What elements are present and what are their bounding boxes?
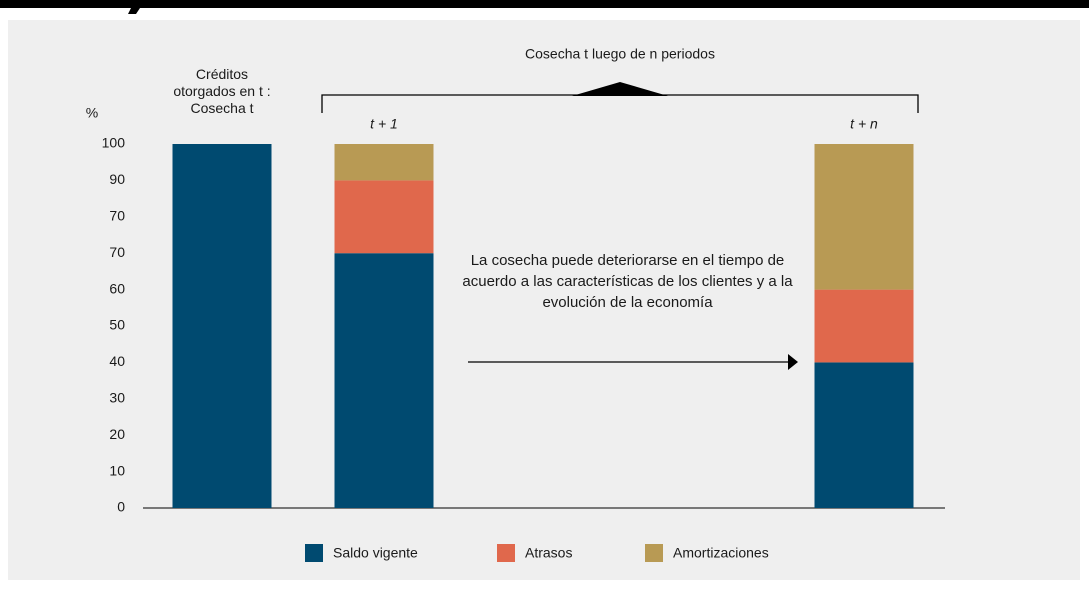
top-band bbox=[0, 0, 1089, 14]
legend-swatch bbox=[645, 544, 663, 562]
y-tick-label: 0 bbox=[117, 499, 125, 515]
annotation: La cosecha puede deteriorarse en el tiem… bbox=[462, 252, 793, 311]
bar-segment bbox=[814, 289, 914, 363]
x-tick-label: t + 1 bbox=[370, 116, 398, 132]
bar-segment bbox=[814, 144, 914, 290]
y-tick-label: 50 bbox=[109, 317, 125, 333]
bracket-peak bbox=[572, 82, 668, 96]
annotation-box: La cosecha puede deteriorarse en el tiem… bbox=[462, 252, 793, 311]
y-tick-label: 100 bbox=[102, 135, 126, 151]
y-tick-label: 70 bbox=[109, 208, 125, 224]
x-tick-label: Créditos otorgados en t : Cosecha t bbox=[173, 66, 271, 116]
bar-segment bbox=[334, 253, 434, 508]
y-tick-label: 20 bbox=[109, 426, 125, 442]
legend-swatch bbox=[305, 544, 323, 562]
legend-label: Atrasos bbox=[525, 545, 572, 561]
legend-label: Amortizaciones bbox=[673, 545, 769, 561]
y-tick-label: 60 bbox=[109, 280, 125, 296]
legend-label: Saldo vigente bbox=[333, 545, 418, 561]
y-tick-label: 40 bbox=[109, 353, 125, 369]
legend-swatch bbox=[497, 544, 515, 562]
x-tick-label: t + n bbox=[850, 116, 878, 132]
y-tick-label: 90 bbox=[109, 171, 125, 187]
bar-segment bbox=[334, 144, 434, 181]
y-tick-label: 70 bbox=[109, 244, 125, 260]
bar-segment bbox=[814, 362, 914, 508]
y-axis-label: % bbox=[86, 105, 98, 121]
bar-segment bbox=[172, 144, 272, 508]
y-tick-label: 30 bbox=[109, 390, 125, 406]
category-label-box: Créditos otorgados en t : Cosecha t bbox=[173, 66, 271, 116]
chart-title: Cosecha t luego de n periodos bbox=[525, 46, 715, 62]
arrow-head bbox=[788, 354, 798, 370]
y-tick-label: 10 bbox=[109, 462, 125, 478]
bar-segment bbox=[334, 180, 434, 254]
